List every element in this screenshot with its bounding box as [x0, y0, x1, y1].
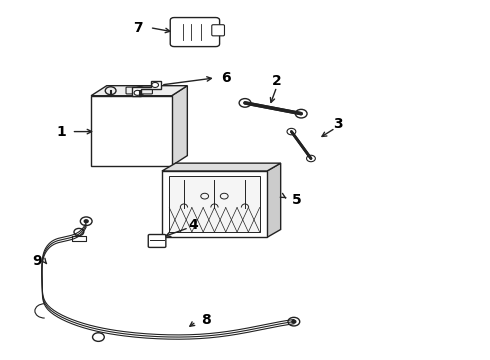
FancyBboxPatch shape: [126, 87, 152, 94]
Polygon shape: [162, 163, 281, 171]
Circle shape: [295, 109, 307, 118]
Bar: [169, 176, 260, 232]
Text: 1: 1: [57, 125, 67, 139]
Circle shape: [307, 155, 316, 162]
Text: 8: 8: [201, 313, 211, 327]
Bar: [91, 96, 172, 166]
Text: 5: 5: [292, 193, 301, 207]
Text: 3: 3: [333, 117, 343, 131]
Text: 9: 9: [32, 254, 42, 268]
Circle shape: [287, 129, 296, 135]
Polygon shape: [91, 86, 187, 96]
Bar: [162, 171, 267, 237]
Text: 2: 2: [272, 75, 282, 89]
Polygon shape: [267, 163, 281, 237]
FancyBboxPatch shape: [212, 25, 224, 36]
Circle shape: [292, 320, 296, 323]
FancyBboxPatch shape: [148, 234, 166, 247]
Polygon shape: [172, 86, 187, 166]
FancyBboxPatch shape: [170, 18, 220, 46]
Text: 7: 7: [133, 21, 142, 35]
Text: 6: 6: [220, 71, 230, 85]
Polygon shape: [132, 81, 161, 96]
Circle shape: [239, 99, 251, 107]
Circle shape: [84, 220, 88, 223]
Text: 4: 4: [189, 218, 198, 232]
